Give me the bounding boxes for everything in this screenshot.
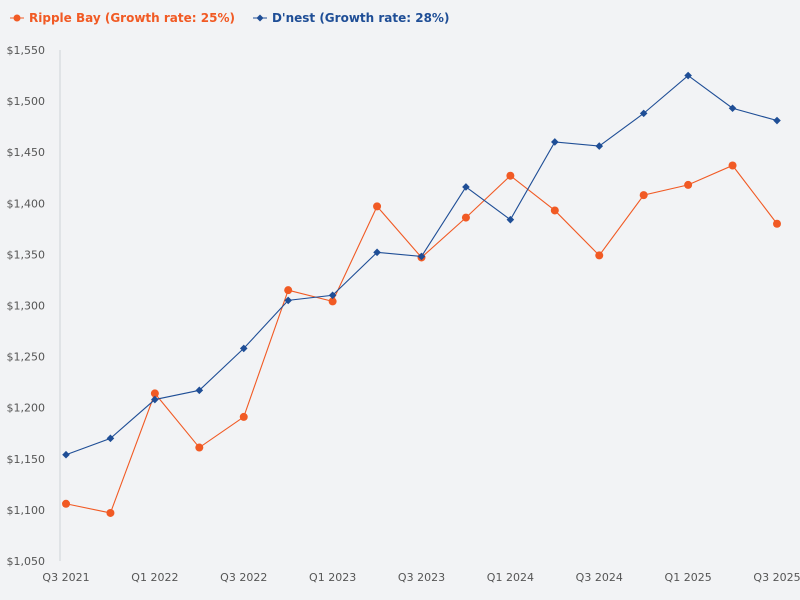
x-tick-label: Q1 2023 (309, 571, 356, 584)
data-point-1 (373, 248, 381, 257)
data-point-1 (595, 142, 604, 150)
y-tick-label: $1,350 (7, 248, 46, 261)
series-line-1 (65, 74, 778, 456)
y-tick-label: $1,250 (7, 351, 46, 364)
data-point-1 (62, 450, 70, 459)
y-tick-label: $1,050 (7, 555, 46, 568)
data-point-1 (417, 252, 426, 261)
y-tick-label: $1,550 (7, 44, 46, 57)
legend-label-dnest: D'nest (Growth rate: 28%) (271, 11, 450, 25)
data-point-0 (550, 206, 559, 215)
data-point-0 (239, 412, 248, 421)
data-point-1 (639, 109, 648, 118)
data-point-1 (328, 291, 337, 300)
x-tick-label: Q1 2022 (131, 571, 178, 584)
legend-diamond-marker-icon (252, 14, 267, 22)
x-tick-label: Q3 2023 (398, 571, 445, 584)
data-point-0 (284, 286, 293, 295)
x-tick-label: Q1 2024 (487, 571, 534, 584)
data-point-0 (150, 389, 159, 398)
x-tick-label: Q3 2022 (220, 571, 267, 584)
legend-item-dnest[interactable]: D'nest (Growth rate: 28%) (252, 11, 450, 25)
data-point-0 (62, 499, 70, 508)
data-point-0 (773, 219, 781, 228)
data-point-1 (284, 296, 292, 305)
data-point-1 (195, 386, 204, 395)
data-point-1 (728, 104, 737, 113)
legend-label-ripple-bay: Ripple Bay (Growth rate: 25%) (29, 11, 235, 25)
x-tick-label: Q1 2025 (665, 571, 712, 584)
data-point-1 (106, 434, 115, 443)
data-point-1 (151, 395, 159, 404)
data-point-0 (595, 251, 604, 260)
data-point-1 (239, 344, 248, 353)
data-point-0 (461, 213, 470, 222)
series-line-0 (65, 164, 778, 514)
data-point-1 (773, 116, 781, 125)
legend-circle-marker-icon (10, 14, 24, 22)
data-point-1 (684, 71, 692, 80)
y-tick-label: $1,400 (7, 197, 46, 210)
y-tick-label: $1,150 (7, 453, 46, 466)
data-point-0 (195, 443, 204, 452)
data-point-0 (373, 202, 382, 211)
data-point-0 (728, 161, 737, 170)
data-point-0 (506, 171, 515, 180)
y-tick-label: $1,200 (7, 402, 46, 415)
chart-legend: Ripple Bay (Growth rate: 25%) D'nest (Gr… (10, 8, 467, 28)
y-tick-label: $1,500 (7, 95, 46, 108)
y-tick-label: $1,450 (7, 146, 46, 159)
x-tick-label: Q3 2025 (753, 571, 800, 584)
x-tick-label: Q3 2021 (42, 571, 89, 584)
x-tick-label: Q3 2024 (576, 571, 623, 584)
y-tick-label: $1,100 (7, 504, 46, 517)
legend-item-ripple-bay[interactable]: Ripple Bay (Growth rate: 25%) (10, 11, 235, 25)
data-point-1 (551, 138, 559, 146)
data-point-0 (639, 191, 648, 200)
data-point-0 (684, 180, 693, 189)
data-point-1 (462, 183, 470, 191)
data-point-1 (506, 215, 515, 224)
y-tick-label: $1,300 (7, 300, 46, 313)
data-point-0 (328, 297, 337, 306)
data-point-0 (106, 508, 115, 517)
